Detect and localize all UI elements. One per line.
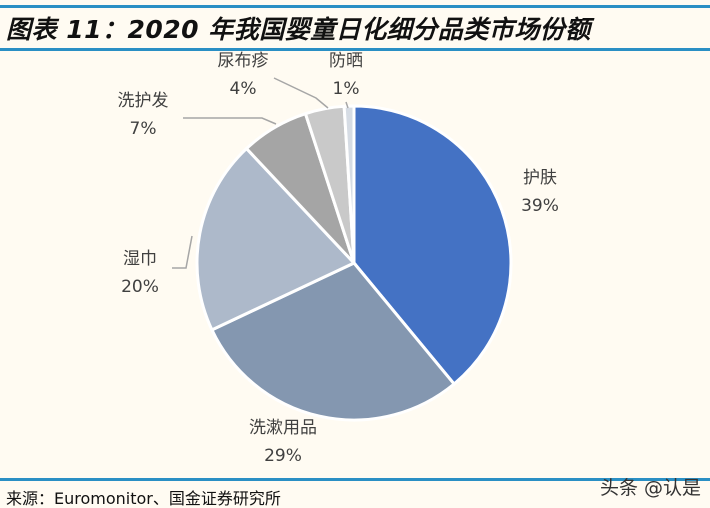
leader-line xyxy=(172,235,193,269)
title-rule xyxy=(0,48,710,51)
data-label-percent: 29% xyxy=(264,446,302,466)
pie-slice-0 xyxy=(352,104,513,387)
data-label-percent: 4% xyxy=(230,79,257,99)
watermark: 头条 @认是 xyxy=(600,477,702,499)
leader-line xyxy=(273,77,329,109)
data-label-category: 防晒 xyxy=(329,51,363,71)
data-label-percent: 7% xyxy=(130,119,157,139)
bottom-rule xyxy=(0,478,710,481)
data-label-category: 湿巾 xyxy=(123,249,157,269)
data-label-percent: 39% xyxy=(521,196,559,216)
leader-line xyxy=(345,101,349,109)
pie-slice-5 xyxy=(342,104,356,264)
chart-title: 图表 11：2020 年我国婴童日化细分品类市场份额 xyxy=(6,15,591,44)
data-label-percent: 1% xyxy=(333,79,360,99)
data-label-category: 尿布疹 xyxy=(218,51,269,71)
top-rule xyxy=(0,5,710,8)
leader-line xyxy=(183,117,277,125)
data-label-category: 洗漱用品 xyxy=(249,418,317,438)
data-label-category: 护肤 xyxy=(523,168,557,188)
data-label-category: 洗护发 xyxy=(118,91,169,111)
data-label-percent: 20% xyxy=(121,277,159,297)
source-note: 来源：Euromonitor、国金证券研究所 xyxy=(6,489,281,508)
pie-slice-2 xyxy=(195,146,357,332)
